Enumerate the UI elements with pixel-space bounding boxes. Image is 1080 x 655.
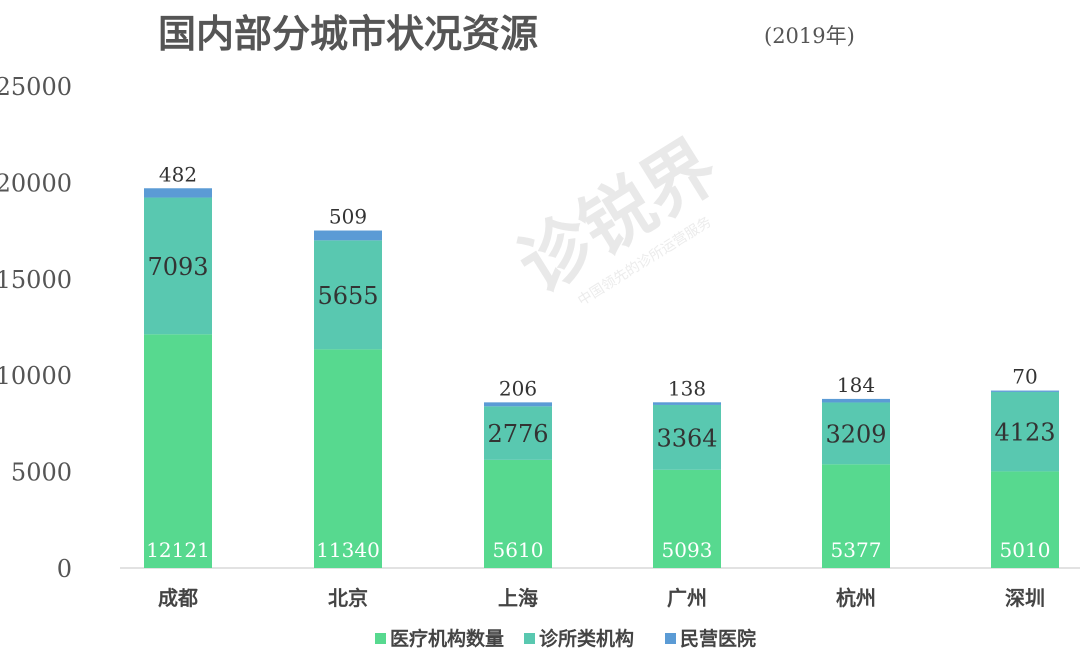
bar-segment [314,240,382,350]
bar-segment [484,406,552,460]
bar-segment [653,404,721,470]
x-tick-label: 成都 [158,586,198,610]
y-tick-label: 15000 [0,266,72,294]
data-label: 5010 [1000,538,1051,562]
bar-stack: 5093 3364 138 [653,376,721,568]
data-label: 12121 [146,538,210,562]
watermark: 诊锐界 中国领先的诊所运营服务 [504,123,732,309]
x-tick-label: 上海 [498,586,538,610]
legend-label: 医疗机构数量 [390,627,504,650]
data-label: 2776 [487,420,548,448]
data-label: 5377 [831,538,882,562]
data-label: 138 [668,376,706,400]
legend: 医疗机构数量 诊所类机构 民营医院 [375,627,756,650]
legend-swatch [665,633,676,644]
data-label: 3209 [825,420,886,448]
bar-segment [991,391,1059,472]
chart-title-group: 国内部分城市状况资源 (2019年) [158,12,855,56]
data-label: 3364 [656,424,717,452]
y-tick-label: 5000 [11,459,72,487]
legend-item: 医疗机构数量 [375,627,504,650]
data-label: 5610 [493,538,544,562]
y-tick-label: 20000 [0,169,72,197]
data-label: 184 [837,373,875,397]
bar-segment [822,402,890,465]
bar-stack: 12121 7093 482 [144,162,212,568]
bar-segment [991,390,1059,392]
bar-stack: 5377 3209 184 [822,373,890,568]
legend-swatch [375,633,386,644]
x-axis: 成都 北京 上海 广州 杭州 深圳 [158,586,1045,610]
bar-segment [144,188,212,198]
data-label: 4123 [994,419,1055,447]
data-label: 482 [159,162,197,186]
bars: 12121 7093 482 11340 5655 509 5610 2776 206 5093 3… [144,162,1059,568]
y-tick-label: 25000 [0,73,72,101]
x-tick-label: 深圳 [1005,586,1045,610]
bar-segment [144,334,212,568]
x-tick-label: 北京 [328,586,368,610]
bar-segment [484,459,552,568]
data-label: 5655 [317,282,378,310]
bar-segment [144,197,212,335]
y-tick-label: 0 [57,555,72,583]
y-tick-label: 10000 [0,362,72,390]
data-label: 11340 [316,538,380,562]
y-axis: 0 5000 10000 15000 20000 25000 [0,73,72,583]
bar-stack: 5010 4123 70 [991,365,1059,568]
bar-stack: 11340 5655 509 [314,205,382,568]
legend-swatch [524,633,535,644]
chart-subtitle: (2019年) [764,24,855,48]
chart-title: 国内部分城市状况资源 [158,12,538,56]
bar-segment [991,471,1059,568]
legend-item: 诊所类机构 [524,627,634,650]
data-label: 5093 [662,538,713,562]
bar-segment [314,349,382,568]
legend-label: 民营医院 [680,627,756,650]
bar-segment [822,398,890,403]
bar-segment [653,469,721,568]
bar-stack: 5610 2776 206 [484,376,552,568]
x-tick-label: 杭州 [836,586,876,610]
x-tick-label: 广州 [667,586,707,610]
data-label: 509 [329,205,367,229]
bar-segment [314,230,382,241]
bar-segment [822,464,890,568]
bar-segment [484,402,552,407]
data-label: 7093 [147,253,208,281]
data-label: 206 [499,376,537,400]
legend-item: 民营医院 [665,627,756,650]
bar-segment [653,402,721,405]
data-label: 70 [1012,365,1037,389]
legend-label: 诊所类机构 [539,627,634,650]
